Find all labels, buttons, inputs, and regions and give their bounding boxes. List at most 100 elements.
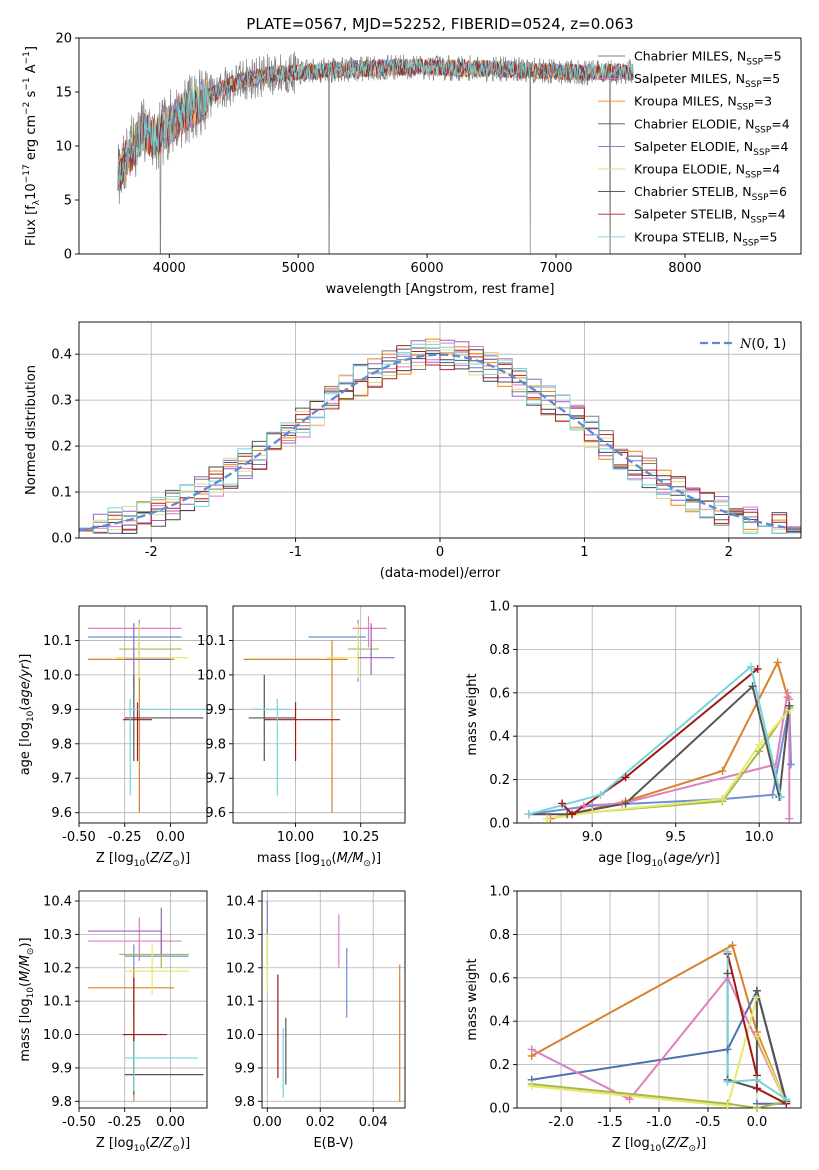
y-tick-label: 9.7 xyxy=(51,772,72,787)
legend-sub: SSP xyxy=(754,125,771,135)
y-tick-label: 10.3 xyxy=(43,928,72,943)
legend-count: =5 xyxy=(763,49,781,64)
y-tick-label: 0.4 xyxy=(51,348,72,363)
legend-label: Salpeter STELIB, N xyxy=(634,207,750,222)
y-tick-label: 9.6 xyxy=(205,806,226,821)
y-tick-label: 15 xyxy=(55,86,72,101)
x-tick-label: 0.00 xyxy=(253,1115,282,1130)
residuals-panel: -2 -1 0 1 2 0.0 0.1 0.2 0.3 0.4 N(0, 1) (data-model… xyxy=(24,321,802,581)
x-axis-label-part: Z/Z xyxy=(149,851,173,866)
axes-frame xyxy=(78,890,208,1109)
x-tick-label: 10.25 xyxy=(342,830,379,845)
mass-weight-line xyxy=(583,691,791,819)
legend-label: Kroupa STELIB, N xyxy=(634,229,742,244)
mass-weight-marker xyxy=(718,795,727,804)
x-axis-label: (data-model)/error xyxy=(380,566,501,581)
x-tick-label: 9.5 xyxy=(665,830,686,845)
mass-weight-line xyxy=(528,685,791,816)
x-tick-label: 0 xyxy=(436,545,444,560)
y-tick-label: 9.8 xyxy=(51,737,72,752)
x-axis-label-part: )] xyxy=(710,851,720,866)
x-axis-label-part: ( xyxy=(145,851,150,866)
y-axis-label-part: M/M xyxy=(18,955,33,982)
legend-entry: Salpeter STELIB, NSSP=4 xyxy=(634,207,786,226)
x-axis-label: Z [log10(Z/Z⊙)] xyxy=(96,1136,190,1154)
mass-weight-marker xyxy=(588,808,597,817)
x-axis-label-part: ( xyxy=(145,1136,150,1151)
mass-weight-line xyxy=(528,665,782,816)
y-tick-label: 9.8 xyxy=(205,737,226,752)
mass-weight-marker xyxy=(568,810,577,819)
figure-title: PLATE=0567, MJD=52252, FIBERID=0524, z=0… xyxy=(246,15,633,33)
y-axis-label-part: )] xyxy=(18,654,33,664)
x-axis-label-part: Z/Z xyxy=(149,1136,173,1151)
y-axis-label-part: age [log xyxy=(18,722,33,775)
y-tick-label: 10.1 xyxy=(197,634,226,649)
legend-count: =4 xyxy=(770,139,788,154)
mass-weight-marker xyxy=(773,658,782,667)
legend-label: Salpeter MILES, N xyxy=(634,71,745,86)
x-tick-label: 2 xyxy=(725,545,733,560)
x-axis-label-part: ⊙ xyxy=(363,859,371,869)
y-tick-label: 10.1 xyxy=(43,634,72,649)
mass-weight-marker xyxy=(723,1101,732,1110)
y-tick-label: 0.0 xyxy=(489,1102,510,1117)
axes-frame xyxy=(261,890,406,1109)
x-tick-label: 4000 xyxy=(153,261,186,276)
y-tick-label: 9.8 xyxy=(51,1095,72,1110)
y-tick-label: 0.8 xyxy=(489,643,510,658)
y-tick-label: 0.0 xyxy=(51,532,72,547)
x-axis-label-part: 10 xyxy=(651,859,663,869)
mass-weight-marker xyxy=(752,986,761,995)
axes-frame xyxy=(232,605,406,824)
y-axis-label: Normed distribution xyxy=(24,365,39,495)
mass-weight-marker xyxy=(752,1084,761,1093)
x-axis-label-part: Z [log xyxy=(612,1136,650,1151)
x-tick-label: 1 xyxy=(580,545,588,560)
x-axis-label-part: )] xyxy=(180,851,190,866)
spectrum-plot-area xyxy=(117,51,634,254)
mass-weight-marker xyxy=(776,792,785,801)
y-tick-label: 5 xyxy=(64,194,72,209)
gaussian-curve xyxy=(79,353,801,532)
y-tick-label: 10.0 xyxy=(43,668,72,683)
x-axis-label-part: E(B-V) xyxy=(313,1136,353,1151)
mass-weight-marker xyxy=(755,740,764,749)
x-axis-label-part: ( xyxy=(332,851,337,866)
x-tick-label: 0.00 xyxy=(156,830,185,845)
axes-frame xyxy=(78,605,208,824)
mass_vs_ebv-plot-area xyxy=(266,901,401,1102)
x-tick-label: 5000 xyxy=(282,261,315,276)
mass-weight-marker xyxy=(723,1077,732,1086)
x-axis-label-part: age/yr xyxy=(668,851,711,866)
x-tick-label: 6000 xyxy=(411,261,444,276)
residuals-plot-area xyxy=(79,338,801,534)
legend-count: =6 xyxy=(769,184,787,199)
mass-weight-marker xyxy=(621,799,630,808)
x-axis-label-part: )] xyxy=(180,1136,190,1151)
mass-weight-marker xyxy=(579,801,588,810)
x-axis-label: Z [log10(Z/Z⊙)] xyxy=(96,851,190,869)
y-tick-label: 9.7 xyxy=(205,772,226,787)
x-axis-label: wavelength [Angstrom, rest frame] xyxy=(326,282,555,297)
x-tick-label: 10.0 xyxy=(745,830,774,845)
x-axis-label-part: 10 xyxy=(134,859,146,869)
residual-histogram-line xyxy=(79,339,801,534)
x-axis-label: E(B-V) xyxy=(313,1136,353,1151)
x-axis-label: age [log10(age/yr)] xyxy=(598,851,720,869)
y-axis-label-part: −1 xyxy=(22,77,32,90)
x-axis-label-part: ⊙ xyxy=(688,1144,696,1154)
mass-weight-marker xyxy=(625,1095,634,1104)
y-tick-label: 0.6 xyxy=(489,686,510,701)
y-tick-label: 10.0 xyxy=(226,1028,255,1043)
legend-count: =4 xyxy=(767,207,785,222)
mass-weight-marker xyxy=(748,682,757,691)
legend-count: =4 xyxy=(771,116,789,131)
y-axis-label-part: A xyxy=(24,64,39,77)
legend-label: Chabrier ELODIE, N xyxy=(634,116,754,131)
y-tick-label: 0.4 xyxy=(489,1015,510,1030)
x-tick-label: -0.5 xyxy=(695,1115,720,1130)
mass-weight-marker xyxy=(558,799,567,808)
spectrum-panel: 4000 5000 6000 7000 8000 0 5 10 15 20 Chabrier MIL… xyxy=(22,32,802,297)
